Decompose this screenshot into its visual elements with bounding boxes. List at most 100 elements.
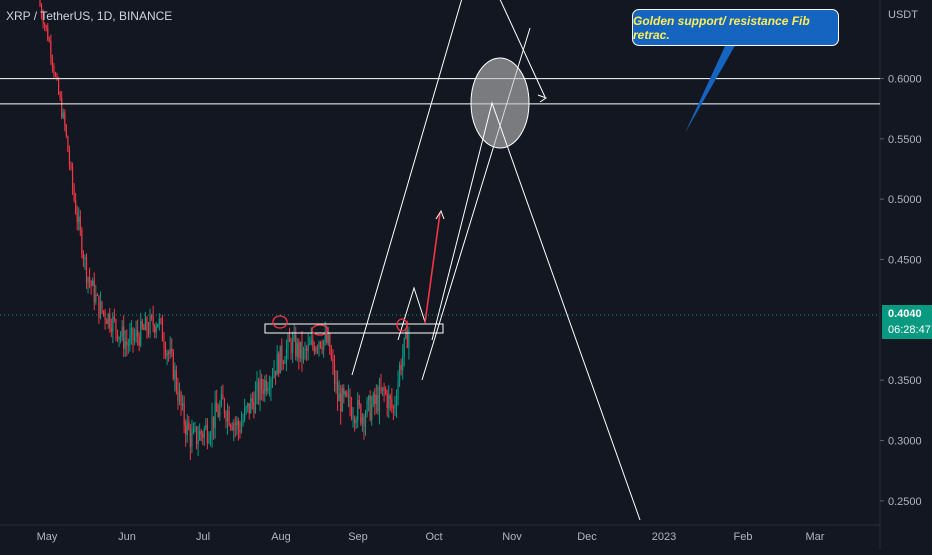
candle-body <box>364 415 367 427</box>
candle-body <box>225 413 227 422</box>
candle-body <box>285 348 288 363</box>
candle-body <box>191 433 193 447</box>
candle-body <box>120 335 122 337</box>
projection-arrow-line[interactable] <box>498 0 546 98</box>
candle-body <box>141 321 143 328</box>
candle-body <box>129 334 131 345</box>
candle-body <box>95 294 97 303</box>
candle-body <box>118 336 120 340</box>
candle-body <box>316 347 319 349</box>
callout-note[interactable]: Golden support/ resistance Fib retrac. <box>632 9 839 46</box>
candle-body <box>87 277 89 283</box>
drawings[interactable] <box>264 0 736 521</box>
red-arrow-head <box>435 209 445 220</box>
candle-body <box>62 112 64 118</box>
candle-body <box>47 27 49 41</box>
price-axis[interactable]: USDT 0.6000 0.5500 0.5000 0.4500 0.3500 0.3000… <box>880 9 922 508</box>
candles <box>39 0 410 461</box>
candle-body <box>188 421 190 430</box>
candle-body <box>279 345 281 374</box>
candle-body <box>247 403 249 408</box>
grid <box>0 0 881 550</box>
candle-body <box>195 426 198 445</box>
candle-body <box>50 41 52 58</box>
candle-body <box>341 388 343 412</box>
candle-body <box>394 405 396 409</box>
candle-body <box>388 395 390 409</box>
candle-body <box>109 313 111 328</box>
candle-body <box>65 125 67 137</box>
candle-body <box>64 112 66 126</box>
candle-body <box>299 341 301 358</box>
time-tick-label: Oct <box>425 531 442 543</box>
candle-body <box>226 410 229 422</box>
price-tick-label: 0.5000 <box>888 194 922 206</box>
candle-body <box>157 323 159 328</box>
candle-body <box>75 200 77 214</box>
channel-line-upper[interactable] <box>351 0 463 376</box>
candle-body <box>85 257 88 283</box>
candle-body <box>276 353 278 376</box>
candle-body <box>194 426 196 429</box>
candle-body <box>197 440 199 445</box>
candle-body <box>126 341 128 346</box>
candle-body <box>344 391 346 395</box>
candle-body <box>256 382 258 392</box>
candle-body <box>205 425 207 429</box>
time-tick-label: Mar <box>806 531 825 543</box>
candle-body <box>146 318 148 331</box>
price-tick-label: 0.5500 <box>888 134 922 146</box>
candle-body <box>406 330 408 348</box>
time-axis[interactable]: May Jun Jul Aug Sep Oct Nov Dec 2023 Feb Mar <box>37 531 825 543</box>
red-projection-arrow[interactable] <box>424 212 441 324</box>
candle-body <box>206 425 208 443</box>
candle-body <box>219 405 221 417</box>
price-tick-label: 0.2500 <box>888 496 922 508</box>
candle-body <box>143 327 145 331</box>
candle-body <box>51 57 53 66</box>
time-tick-label: May <box>37 531 58 543</box>
candle-body <box>180 392 182 406</box>
candle-body <box>152 316 154 326</box>
candle-body <box>306 349 308 351</box>
candle-body <box>389 395 391 400</box>
candle-body <box>135 330 137 337</box>
candle-body <box>293 335 295 339</box>
fib-retracement-lines[interactable] <box>431 101 641 521</box>
candle-body <box>240 423 243 433</box>
candle-body <box>121 326 123 336</box>
candle-body <box>346 391 348 397</box>
zigzag-path[interactable] <box>397 286 426 341</box>
symbol-title[interactable]: XRP / TetherUS, 1D, BINANCE <box>6 9 173 23</box>
candle-body <box>318 341 320 349</box>
candle-body <box>96 294 98 296</box>
candle-body <box>259 378 261 400</box>
candle-body <box>54 73 57 76</box>
candle-body <box>174 370 176 379</box>
candle-body <box>158 318 160 324</box>
candle-body <box>273 370 275 378</box>
candle-body <box>236 421 238 425</box>
candle-body <box>67 136 69 152</box>
candle-body <box>374 393 376 405</box>
candle-body <box>309 344 311 346</box>
candle-body <box>321 346 323 351</box>
candle-body <box>161 319 164 342</box>
candle-body <box>44 24 46 26</box>
candle-body <box>386 393 388 409</box>
price-tick-label: 0.3000 <box>888 436 922 448</box>
candle-body <box>267 388 269 392</box>
resistance-box[interactable] <box>264 323 444 334</box>
candle-body <box>73 187 75 201</box>
target-zone-ellipse[interactable] <box>470 57 530 149</box>
candle-body <box>327 333 329 343</box>
candle-body <box>169 348 171 354</box>
candle-body <box>98 295 100 318</box>
candle-body <box>82 254 84 260</box>
candle-body <box>251 398 253 402</box>
candle-body <box>363 416 365 427</box>
candle-body <box>166 352 168 356</box>
candle-body <box>340 393 342 412</box>
